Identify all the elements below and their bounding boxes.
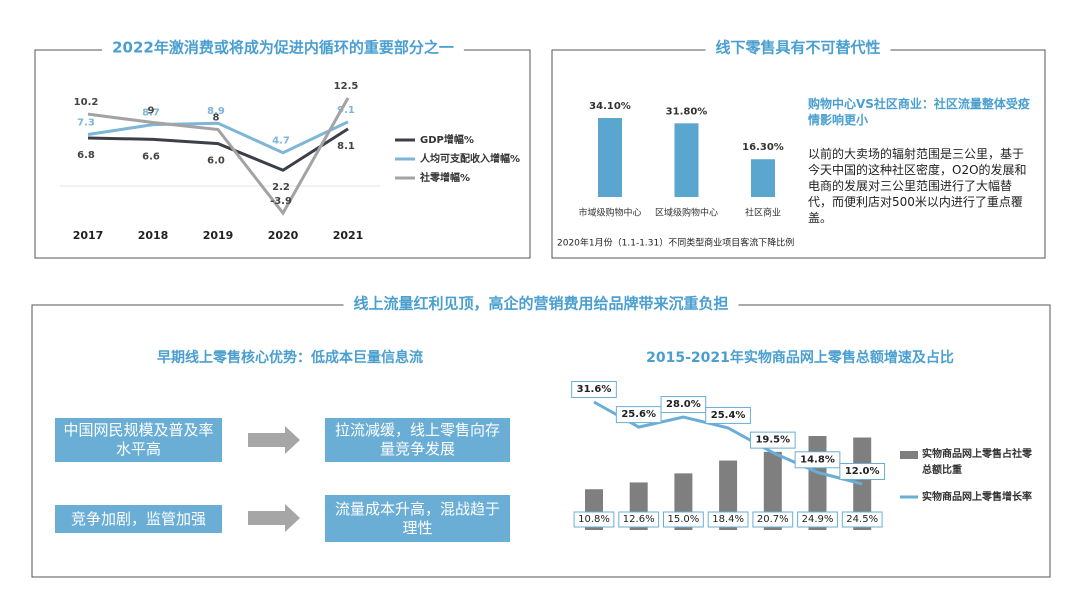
x-tick-label: 2019	[203, 229, 234, 242]
label-box	[752, 511, 794, 528]
data-label: 12.5	[334, 81, 359, 92]
data-label: 4.7	[272, 136, 290, 147]
label-box	[841, 511, 883, 528]
flow-box: 中国网民规模及普及率水平高	[55, 418, 222, 462]
panel-title: 线下零售具有不可替代性	[715, 39, 880, 57]
bar	[598, 118, 622, 197]
data-label: 25.6%	[621, 409, 656, 420]
data-label: 20.7%	[757, 514, 789, 525]
section-subtitle: 早期线上零售核心优势：低成本巨量信息流	[157, 349, 423, 366]
data-label: 34.10%	[589, 101, 631, 112]
data-label: 28.0%	[666, 399, 701, 410]
bar	[674, 123, 699, 197]
arrow	[248, 426, 300, 454]
legend-label: GDP增幅%	[420, 133, 474, 146]
legend-label: 实物商品网上零售占社零总额比重	[922, 449, 1032, 476]
panel-title: 2022年激消费或将成为促进内循环的重要部分之一	[112, 39, 454, 57]
legend-label: 社零增幅%	[419, 171, 470, 184]
line	[87, 127, 349, 172]
label-box	[705, 33, 891, 62]
legend-swatch	[900, 451, 918, 459]
x-tick-label: 市域级购物中心	[578, 207, 641, 219]
label-box	[102, 33, 464, 62]
data-label: 25.4%	[711, 410, 746, 421]
bar	[751, 159, 775, 197]
line	[87, 120, 349, 155]
x-tick-label: 2021	[333, 229, 364, 242]
data-label: -3.9	[270, 196, 292, 207]
x-tick-label: 社区商业	[745, 207, 781, 219]
label-box	[797, 511, 838, 528]
data-label: 31.6%	[577, 384, 612, 395]
data-label: 6.0	[207, 156, 225, 167]
label-box	[618, 511, 660, 528]
arrow	[248, 504, 300, 532]
data-label: 6.6	[142, 151, 160, 162]
data-label: 15.0%	[668, 514, 700, 525]
line	[87, 97, 350, 216]
caption: 2020年1月份（1.1-1.31）不同类型商业项目客流下降比例	[557, 237, 794, 249]
data-label: 9.1	[337, 105, 355, 116]
note-subtitle: 购物中心VS社区商业：社区流量整体受疫情影响更小	[808, 97, 1030, 127]
label-box	[839, 463, 886, 480]
x-tick-label: 2020	[268, 229, 299, 242]
data-label: 8.7	[142, 108, 160, 119]
flow-box: 流量成本升高，混战趋于理性	[325, 495, 510, 542]
x-tick-label: 2018	[138, 229, 169, 242]
data-label: 12.6%	[623, 514, 655, 525]
data-label: 14.8%	[800, 454, 835, 465]
label-box	[571, 381, 617, 398]
data-label: 31.80%	[666, 106, 708, 117]
label-box	[615, 406, 662, 424]
label-box	[705, 406, 751, 424]
legend-label: 人均可支配收入增幅%	[420, 152, 520, 165]
label-box	[663, 511, 704, 528]
flow-box: 竞争加剧，监管加强	[55, 505, 222, 533]
data-label: 10.8%	[578, 514, 610, 525]
label-box	[749, 431, 796, 449]
data-label: 7.3	[77, 117, 95, 128]
label-box	[794, 451, 841, 469]
x-tick-label: 区域级购物中心	[655, 207, 718, 219]
data-label: 16.30%	[742, 142, 784, 153]
line	[593, 400, 863, 486]
data-label: 2.2	[272, 182, 290, 193]
data-label: 19.5%	[755, 435, 790, 446]
label-box	[343, 289, 739, 318]
data-label: 8.9	[207, 106, 225, 117]
data-label: 18.4%	[712, 514, 744, 525]
label-box	[573, 511, 615, 528]
panel-title: 线上流量红利见顶，高企的营销费用给品牌带来沉重负担	[353, 295, 728, 313]
flow-box: 拉流减缓，线上零售向存量竞争发展	[325, 418, 510, 462]
data-label: 9	[148, 106, 155, 117]
chart-title: 2015-2021年实物商品网上零售总额增速及占比	[646, 349, 954, 366]
label-box	[660, 396, 707, 414]
x-tick-label: 2017	[73, 229, 104, 242]
data-label: 8.1	[337, 141, 355, 152]
bar	[763, 451, 782, 530]
legend-label: 实物商品网上零售增长率	[922, 490, 1032, 503]
data-label: 12.0%	[845, 466, 880, 477]
note-text: 以前的大卖场的辐射范围是三公里，基于今天中国的这种社区密度，O2O的发展和电商的…	[808, 147, 1027, 225]
data-label: 10.2	[74, 97, 99, 108]
data-label: 6.8	[77, 150, 95, 161]
data-label: 24.5%	[846, 514, 878, 525]
data-label: 24.9%	[802, 514, 834, 525]
data-label: 8	[213, 113, 220, 124]
label-box	[707, 511, 749, 528]
